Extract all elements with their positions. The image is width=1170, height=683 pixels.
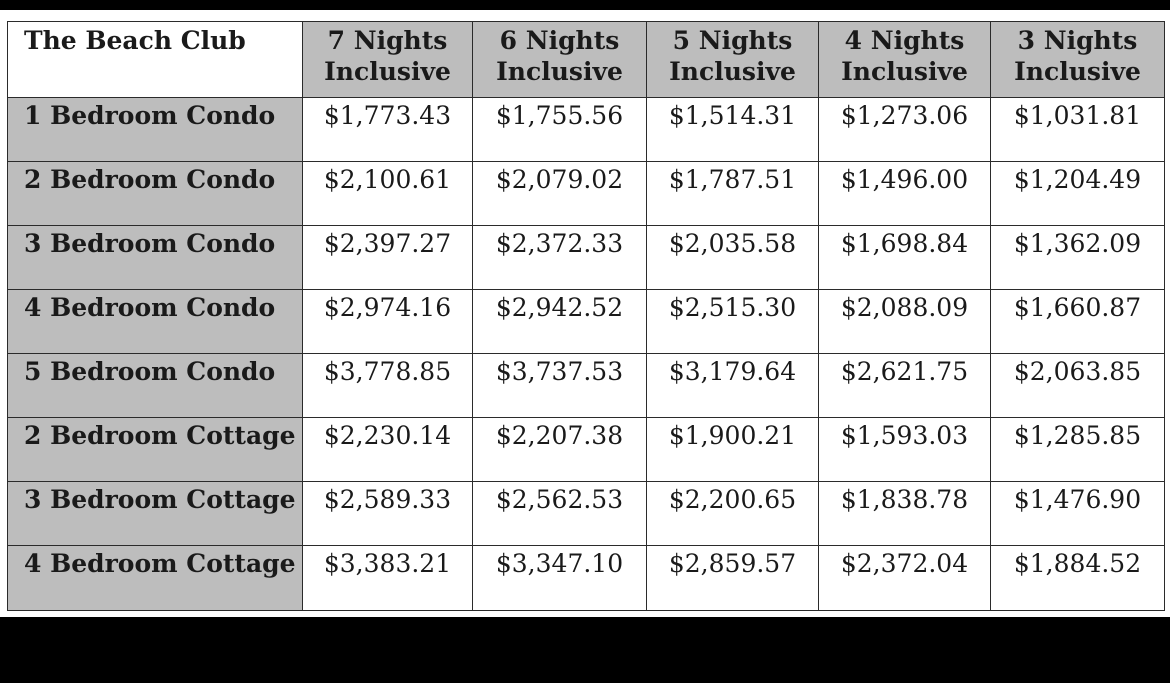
price-cell: $2,230.14	[302, 417, 473, 482]
price-cell: $1,285.85	[990, 417, 1165, 482]
row-label: 2 Bedroom Cottage	[7, 417, 303, 482]
price-cell: $1,362.09	[990, 225, 1165, 290]
price-cell: $1,660.87	[990, 289, 1165, 354]
price-cell: $2,515.30	[646, 289, 819, 354]
table-row: 2 Bedroom Cottage $2,230.14 $2,207.38 $1…	[7, 417, 1165, 482]
price-cell: $1,273.06	[818, 97, 991, 162]
price-cell: $1,755.56	[472, 97, 647, 162]
price-cell: $3,383.21	[302, 545, 473, 611]
price-cell: $2,207.38	[472, 417, 647, 482]
price-cell: $1,773.43	[302, 97, 473, 162]
table-row: 4 Bedroom Condo $2,974.16 $2,942.52 $2,5…	[7, 289, 1165, 354]
price-cell: $2,397.27	[302, 225, 473, 290]
table-row: 4 Bedroom Cottage $3,383.21 $3,347.10 $2…	[7, 545, 1165, 611]
price-cell: $3,778.85	[302, 353, 473, 418]
header-row: The Beach Club 7 Nights Inclusive 6 Nigh…	[7, 21, 1165, 98]
column-header-inclusive: Inclusive	[496, 57, 623, 86]
rates-table: The Beach Club 7 Nights Inclusive 6 Nigh…	[7, 21, 1165, 611]
column-header-nights: 6 Nights	[499, 26, 620, 55]
column-header-nights: 4 Nights	[844, 26, 965, 55]
price-cell: $2,859.57	[646, 545, 819, 611]
price-cell: $2,562.53	[472, 481, 647, 546]
price-cell: $2,200.65	[646, 481, 819, 546]
price-cell: $1,476.90	[990, 481, 1165, 546]
row-label: 5 Bedroom Condo	[7, 353, 303, 418]
price-cell: $1,900.21	[646, 417, 819, 482]
column-header-nights: 7 Nights	[327, 26, 448, 55]
price-cell: $3,179.64	[646, 353, 819, 418]
table-row: 1 Bedroom Condo $1,773.43 $1,755.56 $1,5…	[7, 97, 1165, 162]
price-cell: $1,514.31	[646, 97, 819, 162]
row-label: 1 Bedroom Condo	[7, 97, 303, 162]
price-cell: $2,088.09	[818, 289, 991, 354]
row-label: 2 Bedroom Condo	[7, 161, 303, 226]
column-header-inclusive: Inclusive	[841, 57, 968, 86]
document-sheet: The Beach Club 7 Nights Inclusive 6 Nigh…	[0, 10, 1170, 617]
table-row: 2 Bedroom Condo $2,100.61 $2,079.02 $1,7…	[7, 161, 1165, 226]
price-cell: $2,079.02	[472, 161, 647, 226]
price-cell: $1,204.49	[990, 161, 1165, 226]
price-cell: $2,372.04	[818, 545, 991, 611]
price-cell: $1,838.78	[818, 481, 991, 546]
price-cell: $2,035.58	[646, 225, 819, 290]
column-header-inclusive: Inclusive	[1014, 57, 1141, 86]
price-cell: $2,100.61	[302, 161, 473, 226]
price-cell: $1,593.03	[818, 417, 991, 482]
column-header: 7 Nights Inclusive	[302, 21, 473, 98]
price-cell: $2,974.16	[302, 289, 473, 354]
row-label: 4 Bedroom Cottage	[7, 545, 303, 611]
column-header-nights: 3 Nights	[1017, 26, 1138, 55]
price-cell: $3,737.53	[472, 353, 647, 418]
price-cell: $2,063.85	[990, 353, 1165, 418]
price-cell: $1,031.81	[990, 97, 1165, 162]
price-cell: $2,589.33	[302, 481, 473, 546]
price-cell: $2,621.75	[818, 353, 991, 418]
row-label: 4 Bedroom Condo	[7, 289, 303, 354]
price-cell: $1,698.84	[818, 225, 991, 290]
table-row: 3 Bedroom Cottage $2,589.33 $2,562.53 $2…	[7, 481, 1165, 546]
row-label: 3 Bedroom Condo	[7, 225, 303, 290]
column-header-nights: 5 Nights	[672, 26, 793, 55]
price-cell: $1,884.52	[990, 545, 1165, 611]
corner-label: The Beach Club	[7, 21, 303, 98]
row-label: 3 Bedroom Cottage	[7, 481, 303, 546]
table-row: 3 Bedroom Condo $2,397.27 $2,372.33 $2,0…	[7, 225, 1165, 290]
price-cell: $2,372.33	[472, 225, 647, 290]
column-header: 4 Nights Inclusive	[818, 21, 991, 98]
column-header-inclusive: Inclusive	[669, 57, 796, 86]
price-cell: $1,496.00	[818, 161, 991, 226]
price-cell: $3,347.10	[472, 545, 647, 611]
column-header: 3 Nights Inclusive	[990, 21, 1165, 98]
column-header: 5 Nights Inclusive	[646, 21, 819, 98]
price-cell: $2,942.52	[472, 289, 647, 354]
price-cell: $1,787.51	[646, 161, 819, 226]
column-header-inclusive: Inclusive	[324, 57, 451, 86]
column-header: 6 Nights Inclusive	[472, 21, 647, 98]
table-row: 5 Bedroom Condo $3,778.85 $3,737.53 $3,1…	[7, 353, 1165, 418]
